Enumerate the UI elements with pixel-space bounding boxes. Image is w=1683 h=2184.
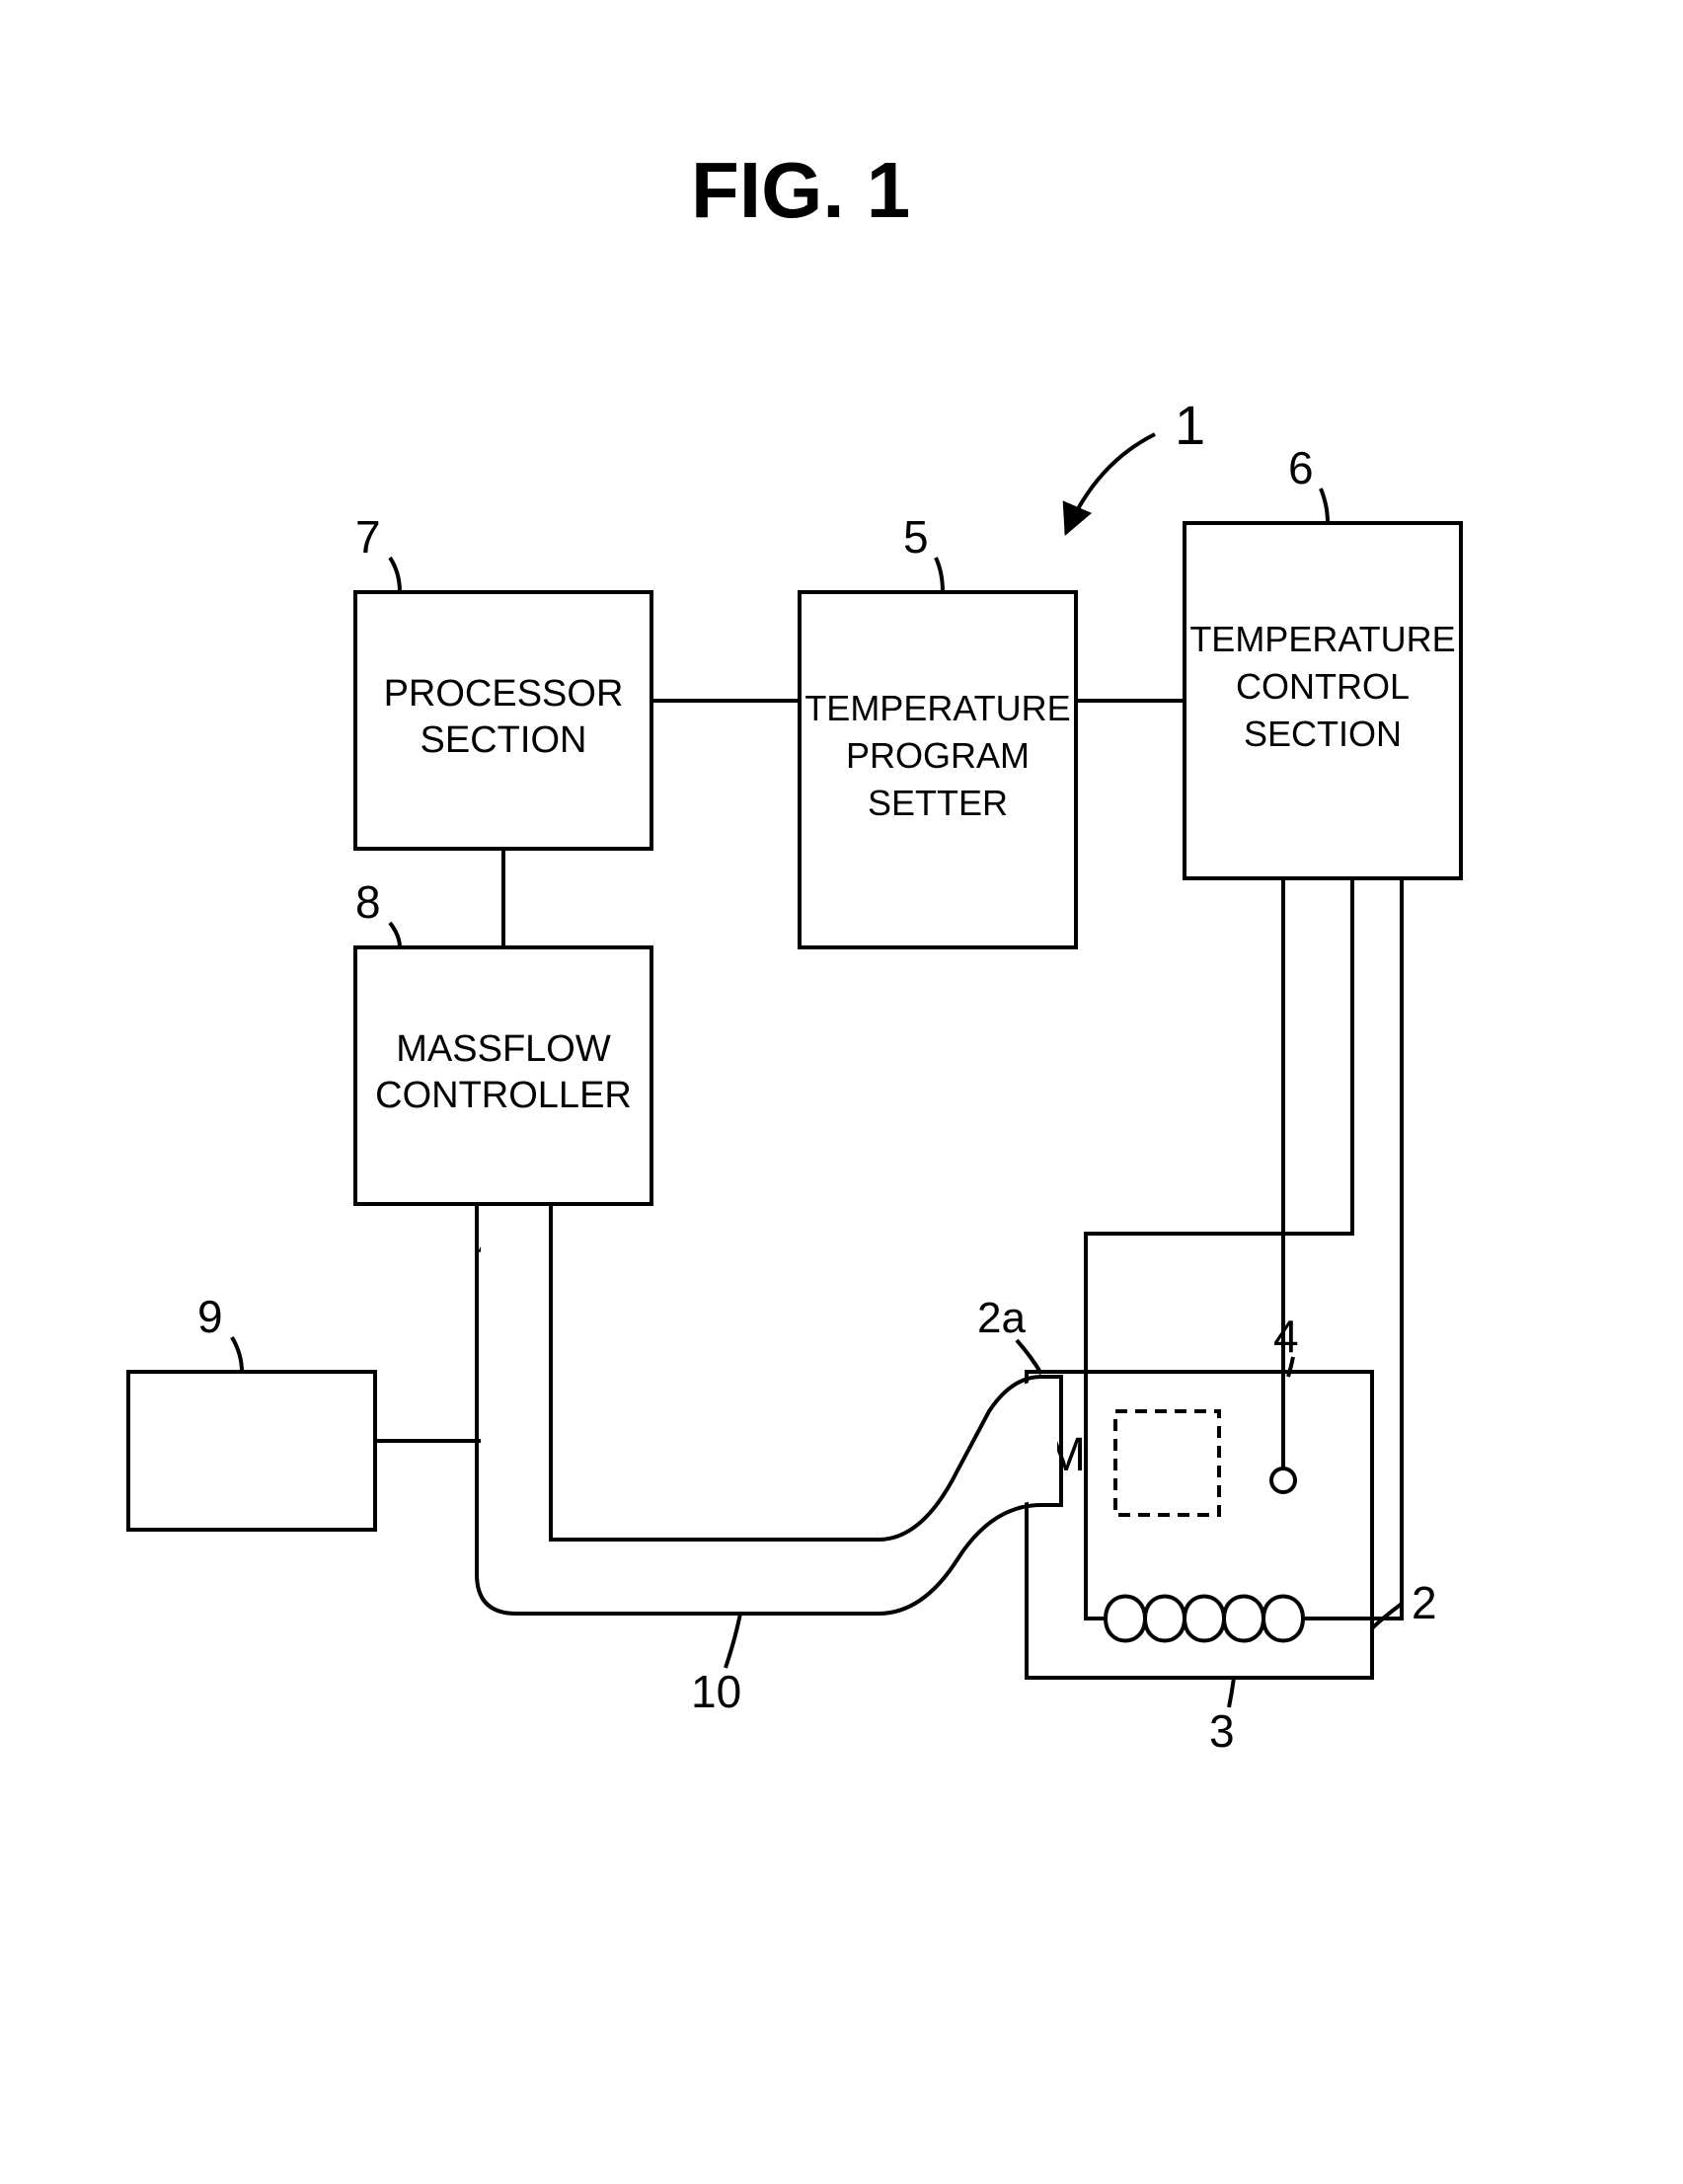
massflow-controller-block: MASSFLOW CONTROLLER xyxy=(355,947,651,1204)
temp-control-section-block: TEMPERATURE CONTROL SECTION xyxy=(1185,523,1461,878)
massflow-ref: 8 xyxy=(355,876,381,928)
source-block xyxy=(128,1372,375,1530)
temp-control-ref: 6 xyxy=(1288,442,1314,493)
temp-program-setter-block: TEMPERATURE PROGRAM SETTER xyxy=(800,592,1076,947)
massflow-ref-tick xyxy=(390,923,400,947)
coil-ref-tick xyxy=(1229,1678,1234,1707)
temp-setter-line2: PROGRAM xyxy=(846,735,1030,776)
pipe-ref: 10 xyxy=(691,1666,741,1717)
temp-setter-ref: 5 xyxy=(903,511,929,563)
inlet-ref: 2a xyxy=(977,1294,1026,1342)
pipe-ref-tick xyxy=(726,1614,740,1668)
source-ref-tick xyxy=(232,1337,242,1372)
temp-control-ref-tick xyxy=(1321,489,1328,523)
source-ref: 9 xyxy=(197,1291,223,1342)
coil-ref: 3 xyxy=(1209,1705,1235,1757)
heater-ref-tick xyxy=(1372,1604,1402,1628)
temp-control-line3: SECTION xyxy=(1244,714,1402,754)
figure-title: FIG. 1 xyxy=(691,146,910,234)
temp-setter-ref-tick xyxy=(936,558,943,592)
sensor-ref: 4 xyxy=(1273,1311,1299,1362)
heater-ref: 2 xyxy=(1412,1577,1437,1628)
sample-box xyxy=(1115,1411,1219,1515)
processor-line1: PROCESSOR xyxy=(384,673,624,715)
temp-control-line2: CONTROL xyxy=(1236,666,1410,707)
temp-control-line1: TEMPERATURE xyxy=(1189,619,1455,659)
processor-section-block: PROCESSOR SECTION xyxy=(355,592,651,849)
temp-setter-line1: TEMPERATURE xyxy=(804,688,1070,728)
inlet-ref-tick xyxy=(1017,1340,1041,1374)
system-ref: 1 xyxy=(1175,394,1205,456)
system-ref-arrow xyxy=(1066,434,1155,533)
processor-ref: 7 xyxy=(355,511,381,563)
processor-line2: SECTION xyxy=(421,719,587,761)
gas-pipe-fill xyxy=(481,1208,1057,1610)
massflow-line1: MASSFLOW xyxy=(396,1028,611,1070)
processor-ref-tick xyxy=(390,558,400,592)
sensor-node xyxy=(1271,1469,1295,1492)
massflow-line2: CONTROLLER xyxy=(375,1075,632,1116)
temp-setter-line3: SETTER xyxy=(868,783,1008,823)
